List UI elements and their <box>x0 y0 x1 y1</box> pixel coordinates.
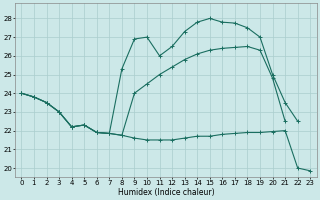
X-axis label: Humidex (Indice chaleur): Humidex (Indice chaleur) <box>117 188 214 197</box>
